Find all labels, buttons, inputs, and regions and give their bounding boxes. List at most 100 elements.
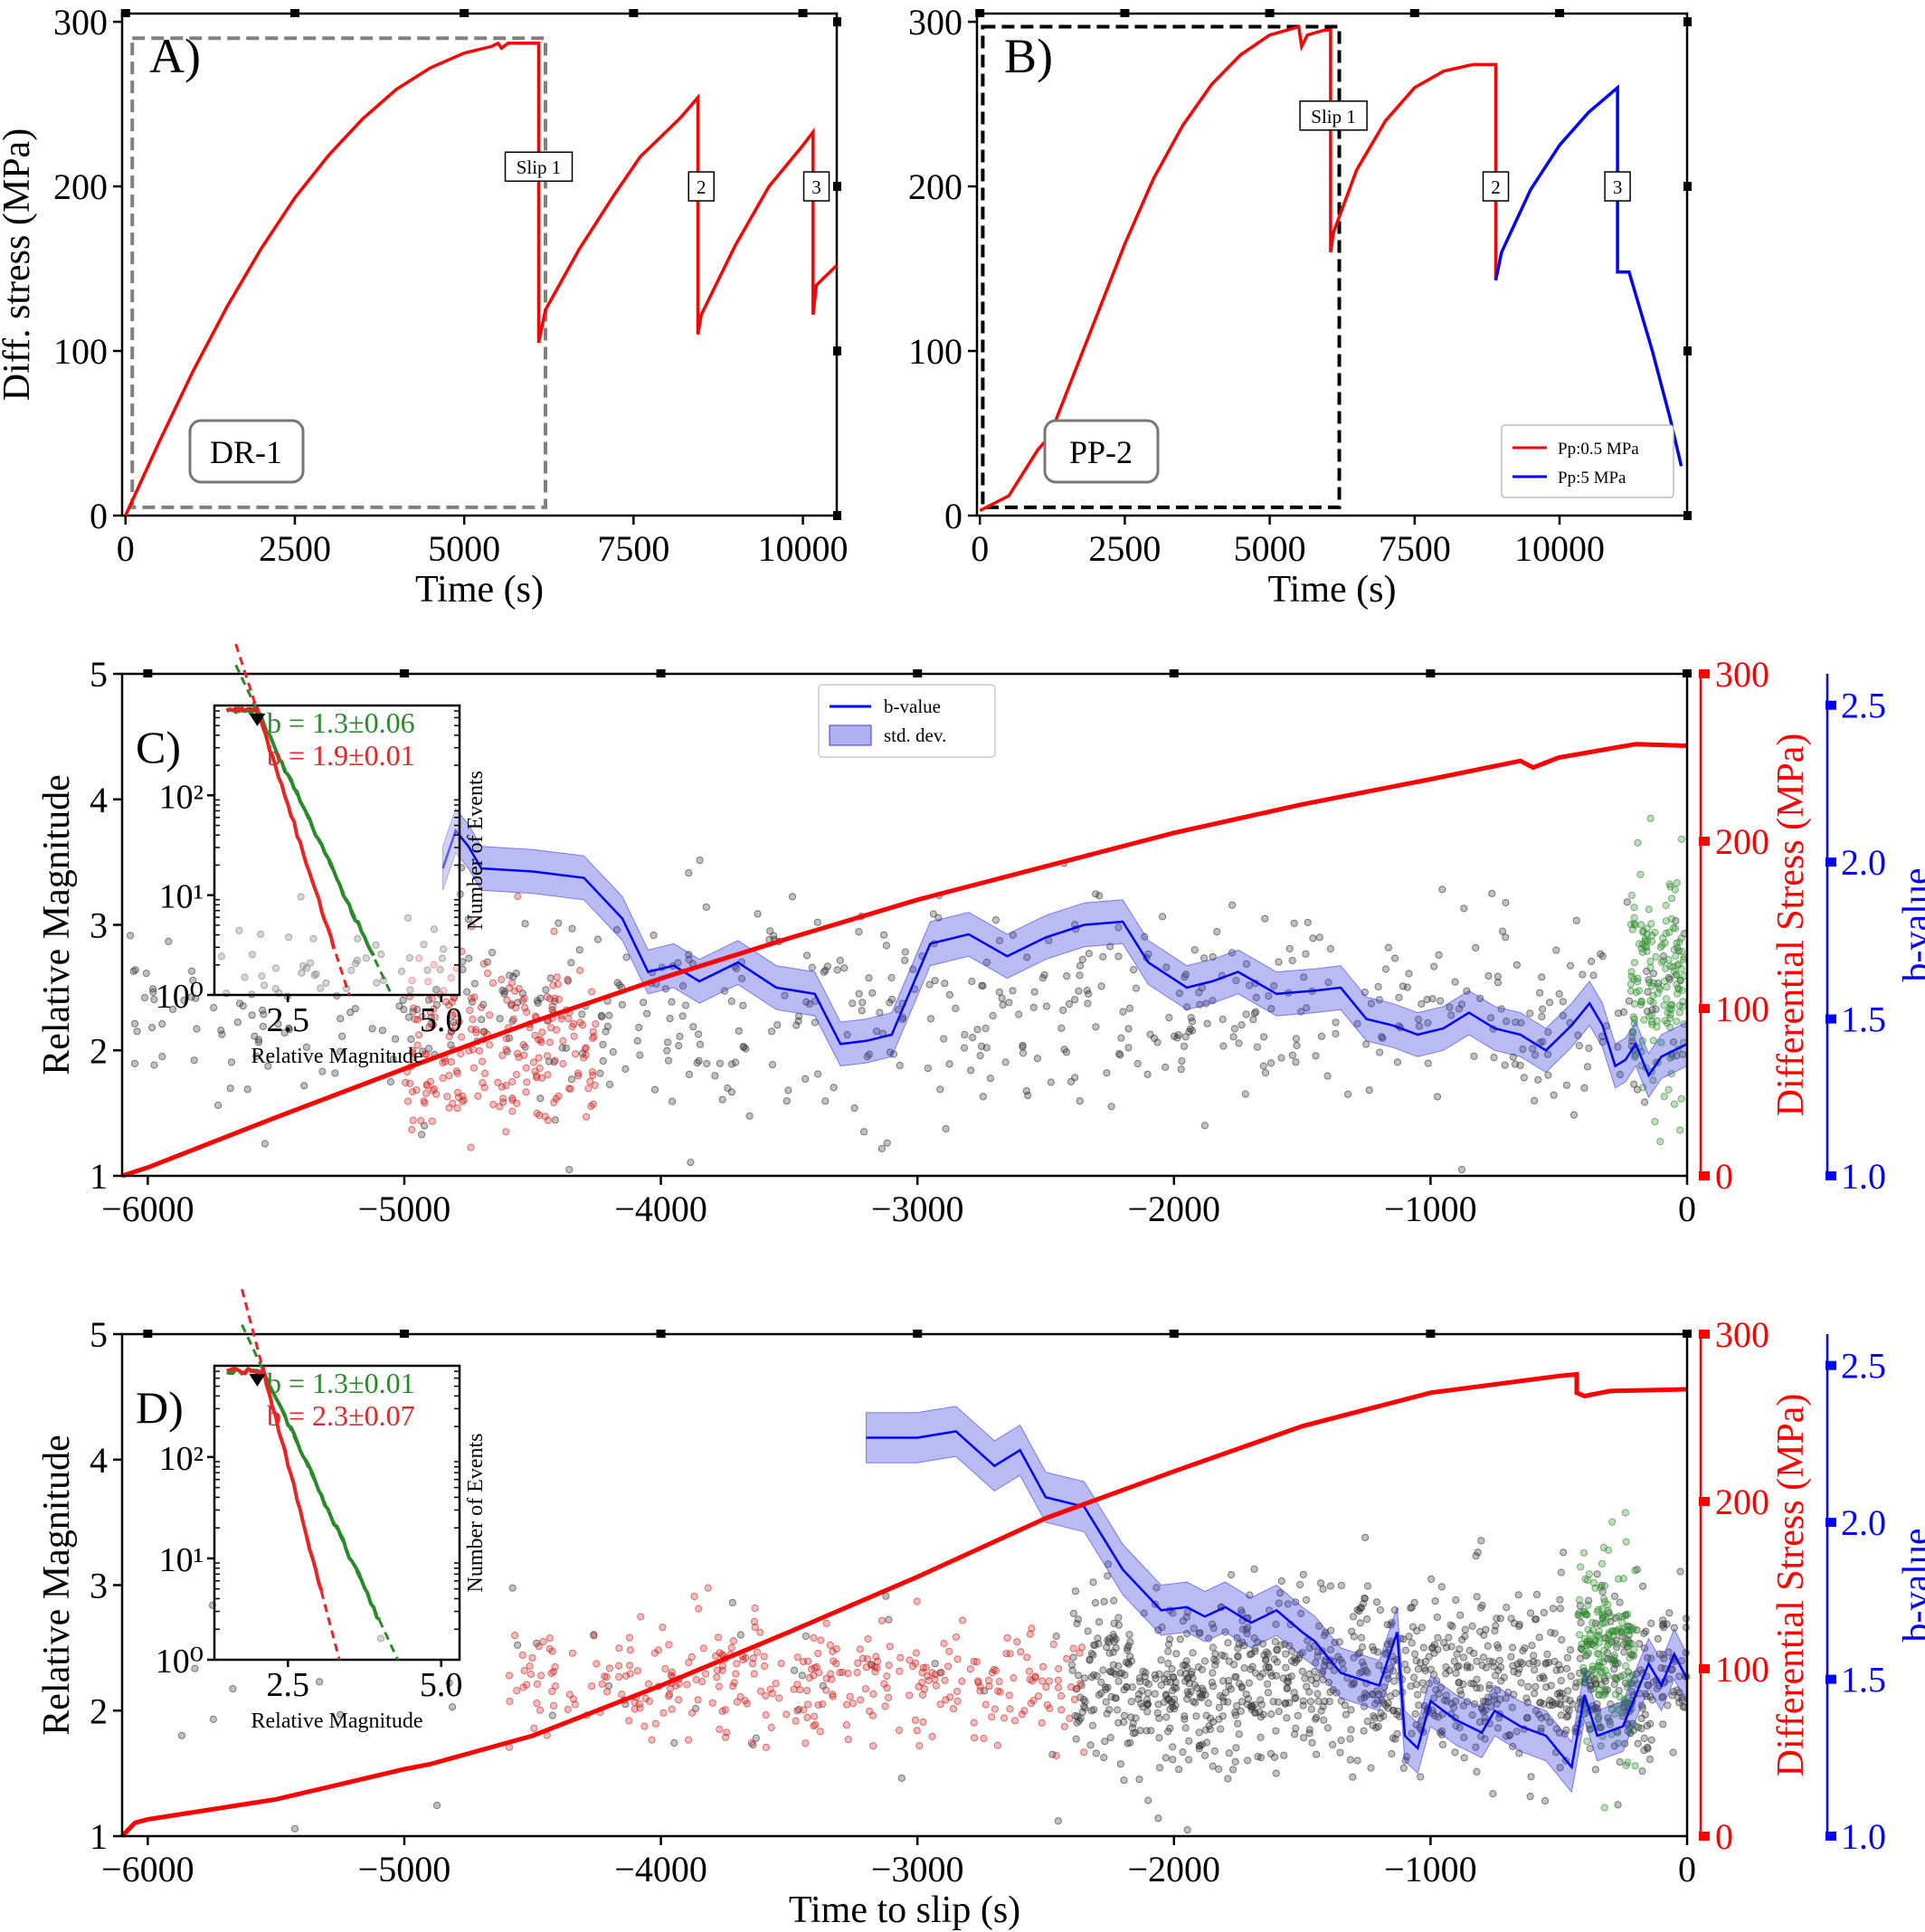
event-point [1433, 1093, 1442, 1101]
gr-fit-label: b = 1.3±0.06 [267, 706, 415, 739]
event-point [1023, 1653, 1031, 1662]
inset-x-tick-label: 5.0 [420, 1001, 463, 1039]
event-point [1607, 1613, 1615, 1621]
event-point [1209, 1718, 1218, 1727]
event-point [803, 952, 811, 960]
event-point [1497, 1677, 1505, 1685]
event-point [1546, 1718, 1554, 1727]
event-point [271, 964, 280, 972]
event-point [883, 1672, 891, 1681]
event-point [1425, 1653, 1433, 1661]
event-point [1169, 1743, 1177, 1751]
event-point [1660, 1093, 1668, 1101]
event-point [158, 1020, 166, 1028]
event-point [1303, 1682, 1311, 1690]
event-point [1575, 1608, 1584, 1616]
event-point [1430, 1671, 1438, 1679]
slip-annotation-box [688, 171, 715, 202]
event-point [502, 1035, 511, 1043]
event-point [428, 1117, 436, 1125]
event-point [354, 934, 362, 942]
event-point [575, 946, 583, 954]
event-point [988, 1713, 996, 1721]
slip-annotation: Slip 1 [517, 156, 562, 178]
event-point [1557, 1677, 1565, 1685]
event-point [1360, 1727, 1368, 1735]
event-point [1476, 1604, 1485, 1612]
event-point [644, 1680, 653, 1689]
event-point [1542, 1713, 1550, 1721]
event-point [1288, 956, 1296, 965]
event-point [1124, 1025, 1133, 1033]
event-point [961, 1030, 969, 1039]
event-point [420, 1097, 428, 1105]
event-point [675, 1696, 683, 1704]
event-point [1547, 1681, 1555, 1690]
event-point [636, 1051, 644, 1059]
event-point [855, 990, 863, 998]
event-point [189, 976, 197, 985]
event-point [856, 1645, 864, 1653]
event-point [1063, 972, 1071, 980]
event-point [502, 1082, 510, 1090]
event-point [1313, 1674, 1321, 1682]
event-point [1502, 933, 1510, 942]
event-point [793, 1681, 801, 1689]
event-point [1412, 1657, 1420, 1665]
event-point [1288, 1051, 1297, 1059]
event-point [1377, 1709, 1385, 1718]
event-point [1320, 1716, 1328, 1724]
event-point [1290, 1689, 1298, 1697]
bvalue-tick-label: 2.5 [1841, 1346, 1886, 1387]
event-point [520, 1666, 528, 1675]
event-point [508, 1584, 517, 1592]
event-point [1531, 1682, 1540, 1690]
mc-marker [249, 1373, 266, 1387]
event-point [1216, 1691, 1225, 1700]
event-point [522, 1088, 530, 1096]
x-tick-top [656, 1330, 666, 1338]
event-point [945, 1647, 953, 1656]
event-point [439, 1074, 447, 1083]
event-point [455, 1018, 463, 1026]
event-point [1009, 931, 1018, 940]
event-point [1634, 1739, 1642, 1747]
event-point [466, 1006, 474, 1015]
event-point [545, 1644, 554, 1653]
event-point [1234, 1653, 1242, 1662]
event-point [535, 1054, 543, 1062]
event-point [650, 931, 658, 940]
event-point [1293, 1041, 1301, 1050]
x-tick-top [1555, 9, 1565, 17]
event-point [1137, 1700, 1145, 1708]
event-point [519, 1041, 527, 1049]
stress-tick-label: 200 [1715, 1482, 1769, 1522]
event-point [1475, 1718, 1484, 1727]
event-point [1130, 966, 1138, 974]
event-point [1487, 1702, 1495, 1711]
event-point [1610, 1665, 1618, 1673]
event-point [715, 1634, 723, 1642]
event-point [940, 1639, 948, 1648]
event-point [1634, 974, 1642, 982]
event-point [1670, 945, 1678, 954]
event-point [1363, 1718, 1371, 1726]
event-point [1517, 1679, 1525, 1687]
bvalue-tick-label: 2.0 [1841, 842, 1886, 883]
event-point [869, 1690, 877, 1699]
event-point [1413, 1627, 1421, 1635]
event-point [1484, 1642, 1492, 1650]
event-point [1494, 979, 1503, 987]
event-point [643, 1009, 651, 1018]
event-point [1437, 1583, 1446, 1591]
event-point [187, 967, 196, 975]
event-point [1646, 963, 1655, 972]
event-point [1063, 1654, 1071, 1662]
event-point [1055, 1664, 1063, 1673]
event-point [966, 1665, 974, 1673]
event-point [1649, 1037, 1657, 1045]
event-point [1228, 901, 1237, 909]
event-point [849, 1700, 858, 1708]
event-point [1324, 1679, 1333, 1687]
event-point [467, 1143, 475, 1151]
